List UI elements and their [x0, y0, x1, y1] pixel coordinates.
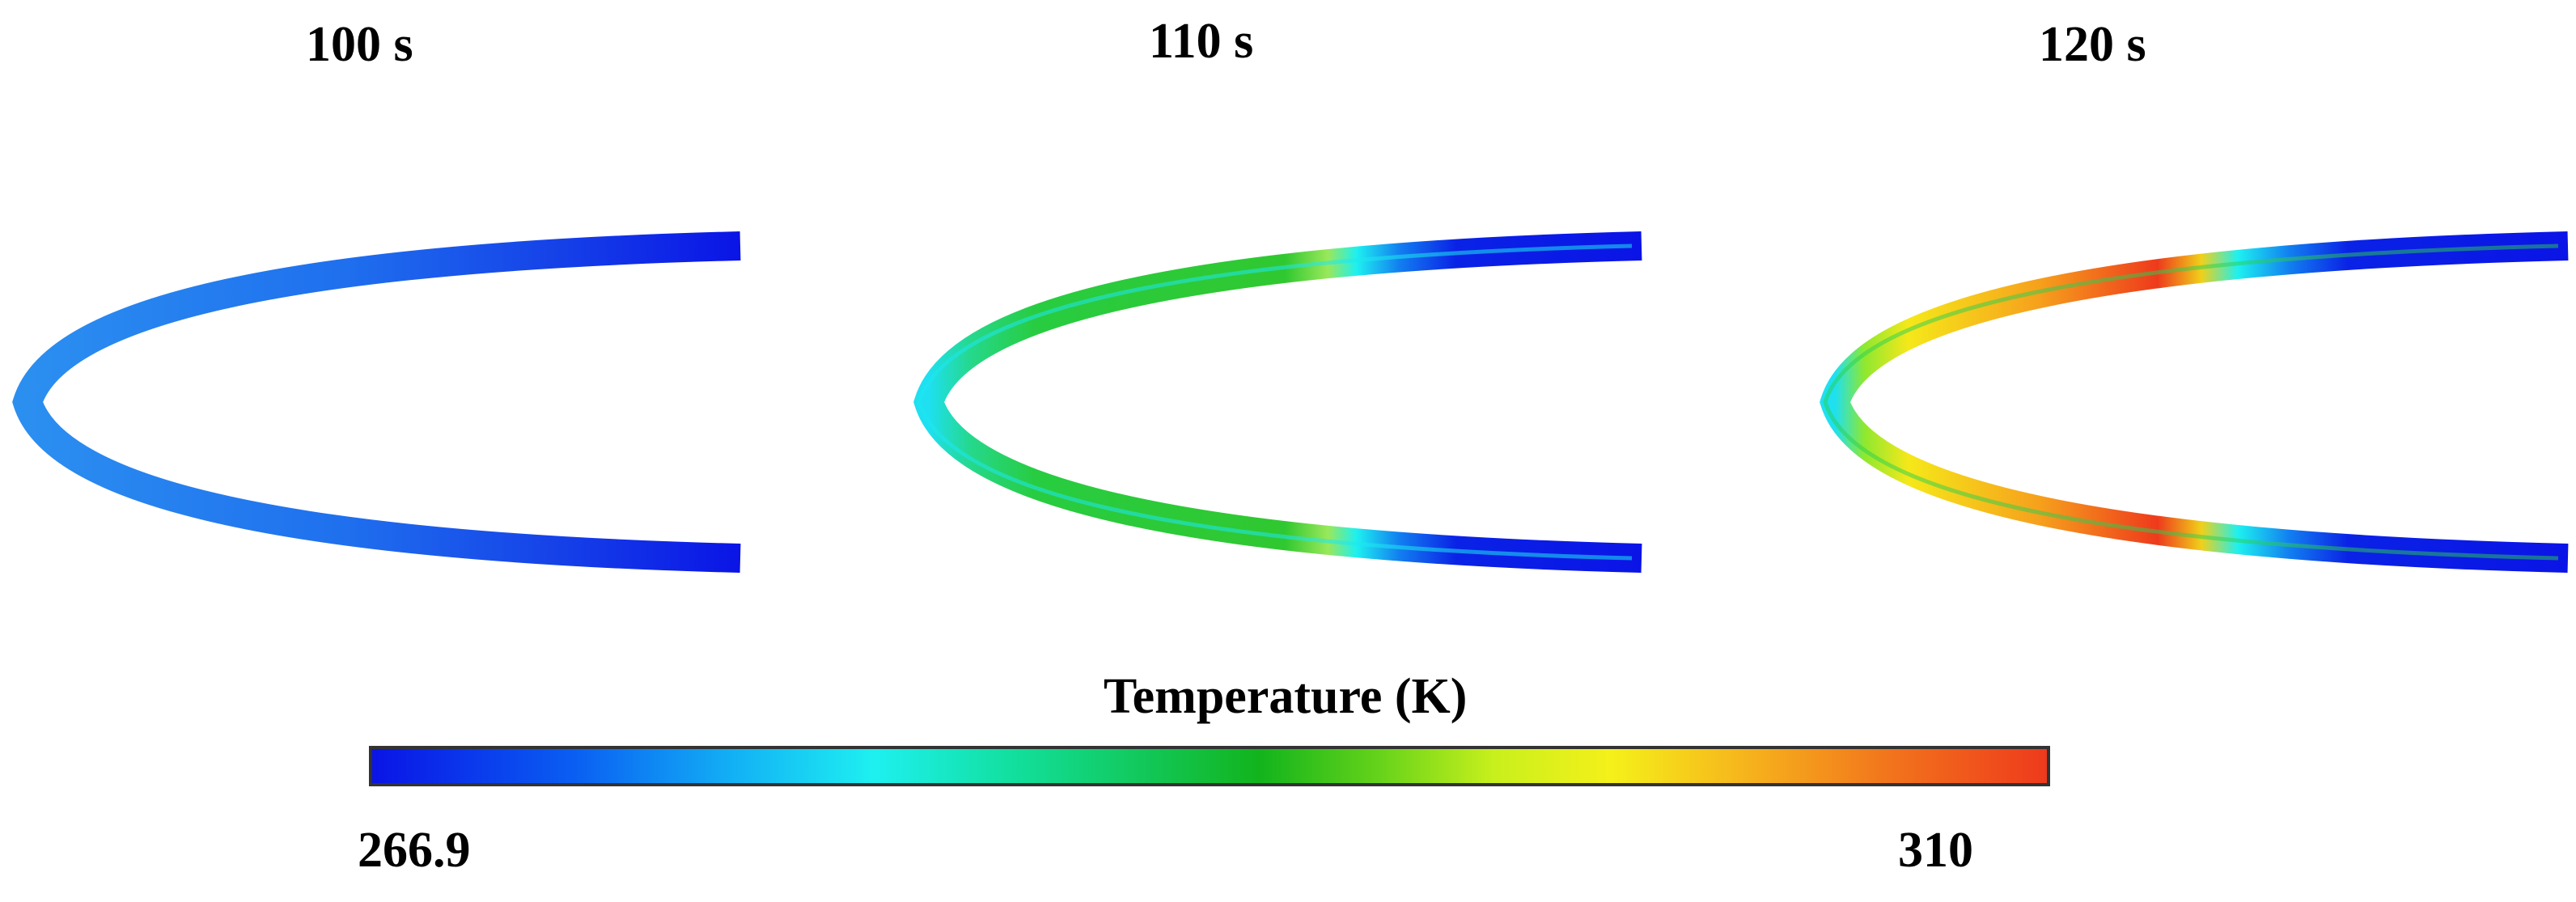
panel-title-110s: 110 s — [1149, 14, 1254, 69]
shell-cross-section-110s — [913, 231, 1642, 573]
shell-cross-section-120s — [1820, 231, 2569, 573]
colorbar-max-label: 310 — [1898, 823, 1973, 878]
colorbar-title: Temperature (K) — [1104, 669, 1468, 724]
temperature-colorbar — [369, 746, 2050, 786]
contour-panel-110s — [913, 231, 1642, 573]
shell-outer-edge-110s — [917, 243, 1633, 561]
shell-outer-edge-120s — [1823, 243, 2559, 561]
panel-title-120s: 120 s — [2039, 17, 2146, 72]
colorbar-min-label: 266.9 — [358, 823, 471, 878]
contour-panel-120s — [1820, 231, 2569, 573]
contour-panel-100s — [12, 231, 741, 573]
panel-title-100s: 100 s — [306, 17, 413, 72]
shell-cross-section-100s — [12, 231, 741, 573]
